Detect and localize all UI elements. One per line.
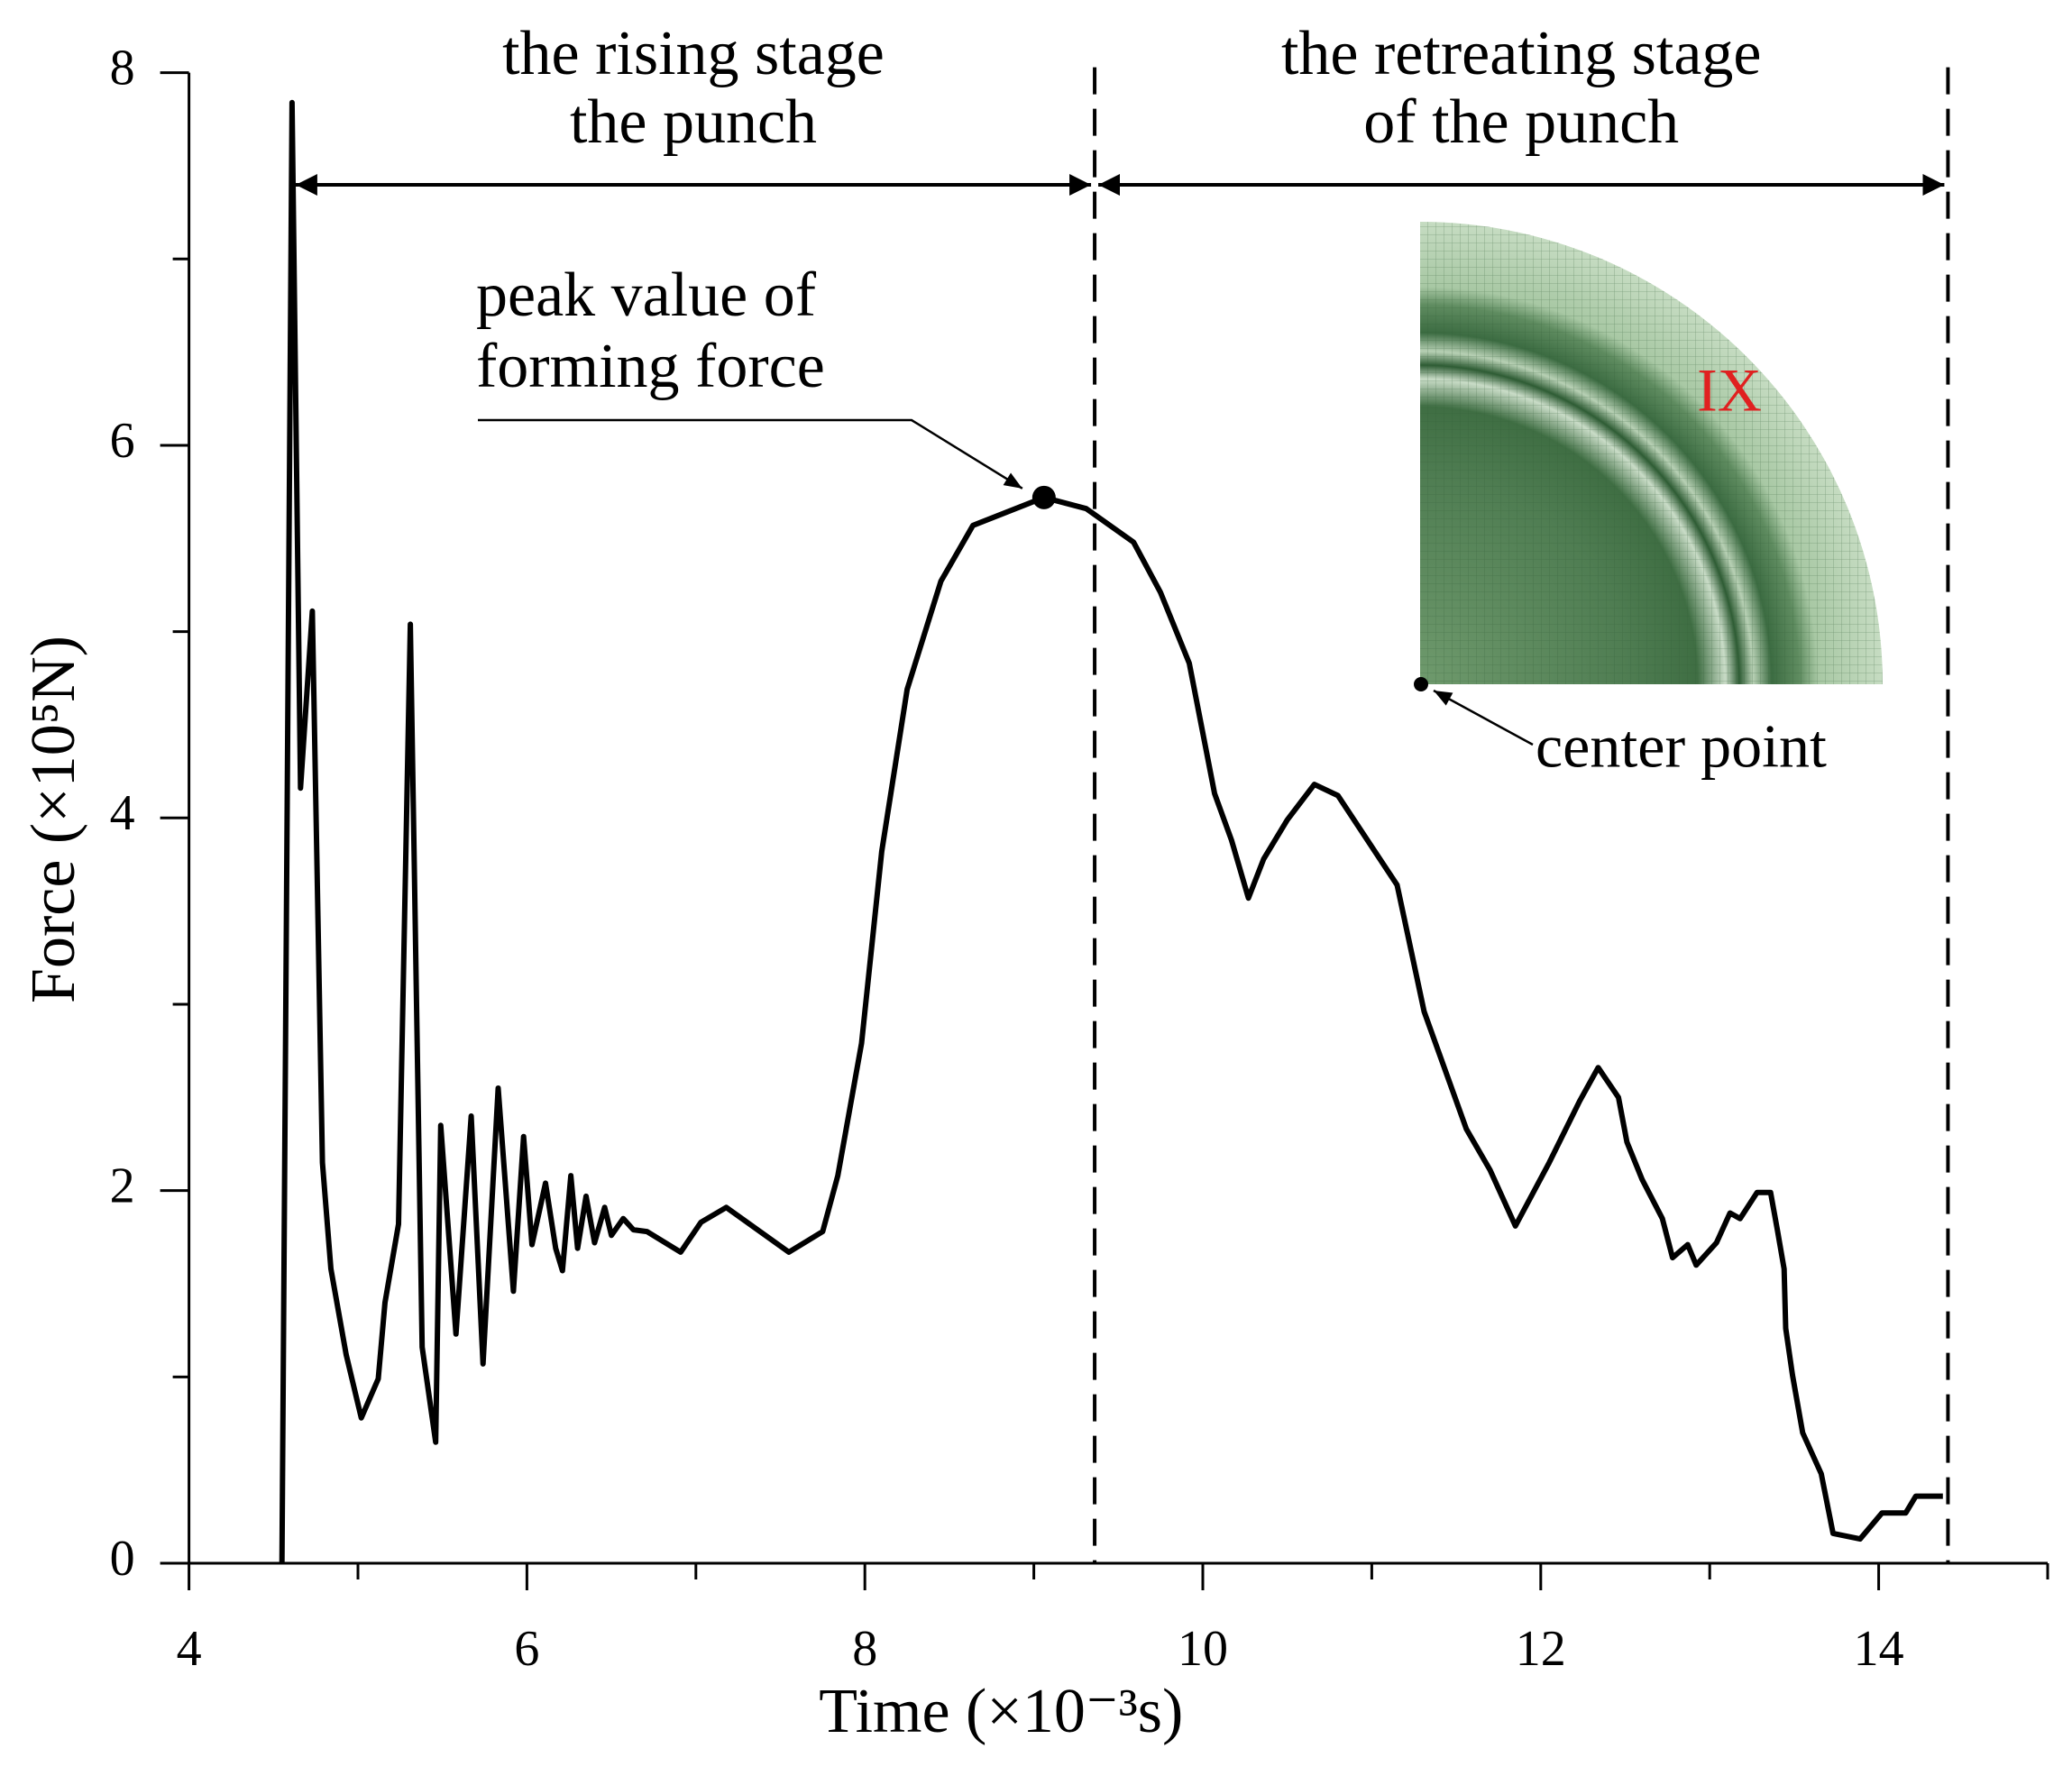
force-line — [279, 99, 1943, 1564]
peak-label: peak value of — [476, 261, 817, 330]
x-tick-label: 6 — [514, 1621, 539, 1677]
peak-marker — [1031, 485, 1056, 509]
inset-mesh — [1420, 222, 1883, 684]
inset-region-label: IX — [1697, 356, 1762, 425]
stage-title: of the punch — [1363, 87, 1679, 157]
y-tick-label: 0 — [110, 1531, 135, 1587]
peak-label: forming force — [476, 332, 825, 401]
x-tick-label: 4 — [177, 1621, 202, 1677]
center-point — [1414, 677, 1428, 691]
stage-title: the punch — [570, 87, 817, 157]
x-axis-label: Time (×10⁻³s) — [819, 1677, 1183, 1746]
inset: IX center point — [1414, 222, 1883, 781]
stage-title: the retreating stage — [1281, 19, 1762, 88]
peak-leader — [478, 418, 1023, 490]
center-arrow — [1433, 689, 1534, 746]
y-tick-label: 4 — [110, 785, 135, 841]
x-tick-label: 8 — [852, 1621, 877, 1677]
x-tick-label: 14 — [1854, 1621, 1904, 1677]
y-tick-label: 6 — [110, 413, 135, 469]
stage-title: the rising stage — [502, 19, 885, 88]
center-label: center point — [1536, 712, 1827, 781]
y-axis-label: Force (×10⁵N) — [19, 636, 88, 1003]
x-tick-label: 12 — [1516, 1621, 1566, 1677]
x-tick-label: 10 — [1178, 1621, 1228, 1677]
y-tick-label: 2 — [110, 1158, 135, 1213]
y-tick-label: 8 — [110, 40, 135, 96]
